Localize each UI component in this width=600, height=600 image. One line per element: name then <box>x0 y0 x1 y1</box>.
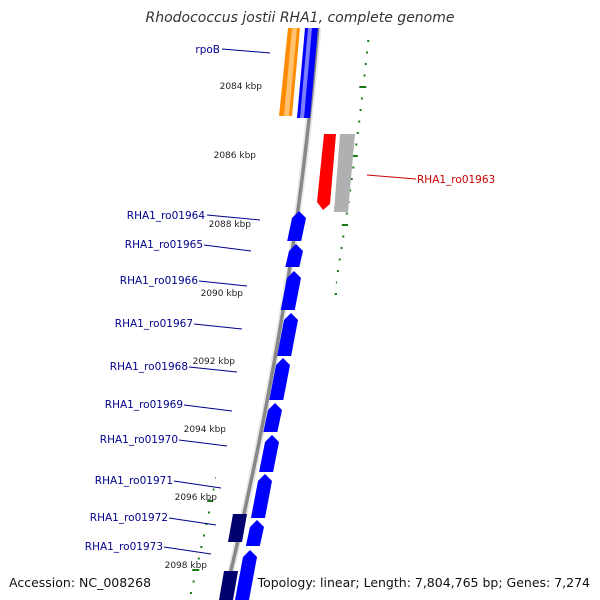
gene-label-RHA1_ro01971: RHA1_ro01971 <box>95 475 173 487</box>
kbp-label: 2084 kbp <box>220 82 263 92</box>
scale-tick-mark <box>359 86 367 88</box>
scale-tick-mark <box>349 189 352 192</box>
gene-label-RHA1_ro01965: RHA1_ro01965 <box>125 239 203 251</box>
kbp-label: 2086 kbp <box>214 151 257 161</box>
scale-tick-mark <box>363 74 366 77</box>
scale-tick-mark <box>207 500 215 502</box>
gene-label-leader <box>221 48 271 54</box>
gene-label-RHA1_ro01964: RHA1_ro01964 <box>127 210 206 222</box>
gene-label-RHA1_ro01972: RHA1_ro01972 <box>90 512 168 524</box>
gene-label-leader <box>198 280 248 287</box>
gene-label-RHA1_ro01969: RHA1_ro01969 <box>105 399 183 411</box>
gene-block-dark <box>219 571 238 600</box>
gene-features-layer <box>219 28 355 600</box>
scale-tick-mark <box>350 178 353 180</box>
gene-label-RHA1_ro01970: RHA1_ro01970 <box>100 434 178 446</box>
kbp-label: 2098 kbp <box>165 561 208 571</box>
scale-tick-mark <box>367 40 370 42</box>
scale-tick-mark <box>189 592 192 594</box>
scale-tick-mark <box>364 63 367 65</box>
gene-label-RHA1_ro01963: RHA1_ro01963 <box>417 174 495 186</box>
gene-label-leader <box>183 404 233 412</box>
kbp-label: 2096 kbp <box>175 493 218 503</box>
gene-label-RHA1_ro01968: RHA1_ro01968 <box>110 361 188 373</box>
gene-label-leader <box>203 244 252 252</box>
gene-label-RHA1_ro01973: RHA1_ro01973 <box>85 541 163 553</box>
gene-label-leader <box>173 480 222 489</box>
scale-tick-mark <box>342 235 345 238</box>
gene-arrow-RHA1_ro01965 <box>285 244 303 267</box>
gene-label-leader <box>366 174 417 180</box>
gene-label-RHA1_ro01967: RHA1_ro01967 <box>115 318 193 330</box>
gene-arrow-RHA1_ro01972 <box>245 520 264 546</box>
gene-label-leader <box>206 214 261 221</box>
scale-tick-mark <box>350 155 358 157</box>
scale-tick-mark <box>197 557 200 560</box>
scale-tick-mark <box>202 534 205 537</box>
scale-tick-mark <box>335 281 337 284</box>
scale-tick-mark <box>336 270 339 272</box>
gene-label-leader <box>178 439 228 447</box>
gene-label-rpoB: rpoB <box>195 44 220 56</box>
gene-arrow-RHA1_ro01970 <box>259 435 279 472</box>
kbp-label: 2094 kbp <box>184 425 227 435</box>
gene-arrow-highlight <box>300 28 312 118</box>
kbp-label: 2088 kbp <box>209 220 252 230</box>
gene-arrow-RHA1_ro01963 <box>317 134 336 210</box>
scale-tick-mark <box>341 224 349 226</box>
scale-tick-mark <box>366 51 368 54</box>
scale-tick-mark <box>358 120 361 123</box>
scale-tick-mark <box>207 511 210 514</box>
gene-label-leader <box>193 323 243 330</box>
gene-labels-layer: rpoB RHA1_ro01963 RHA1_ro01964 RHA1_ro01965… <box>85 44 495 555</box>
gene-label-leader <box>168 517 217 526</box>
scale-tick-mark <box>360 97 363 100</box>
gene-arrow-RHA1_ro01967 <box>277 313 298 356</box>
scale-tick-mark <box>352 166 355 169</box>
scale-tick-mark <box>212 488 215 491</box>
backbone-line <box>223 27 320 597</box>
scale-tick-mark <box>340 247 343 249</box>
gene-label-leader <box>188 366 238 373</box>
scale-tick-mark <box>192 569 200 571</box>
genome-summary-text: Topology: linear; Length: 7,804,765 bp; … <box>257 575 590 590</box>
gene-arrow-RHA1_ro01966 <box>280 271 301 310</box>
gene-arrow-RHA1_ro01973 <box>235 550 257 600</box>
gene-arrow-RHA1_ro01964 <box>287 211 306 241</box>
kbp-labels-layer: 2084 kbp 2086 kbp 2088 kbp 2090 kbp 2092 kbp… <box>165 82 263 571</box>
gene-arrow-RHA1_ro01971 <box>250 474 272 518</box>
gene-arrow-RHA1_ro01968 <box>269 358 290 400</box>
map-title: Rhodococcus jostii RHA1, complete genome <box>145 10 454 26</box>
kbp-label: 2090 kbp <box>201 289 244 299</box>
scale-tick-mark <box>345 212 348 215</box>
gene-arrow-RHA1_ro01969 <box>263 403 282 432</box>
scale-tick-mark <box>338 258 341 261</box>
gene-label-leader <box>163 546 212 555</box>
scale-tick-mark <box>192 580 195 583</box>
scale-tick-mark <box>355 143 358 146</box>
accession-text: Accession: NC_008268 <box>9 575 151 590</box>
scale-tick-mark <box>359 109 362 111</box>
orange-feature-highlight <box>284 28 297 116</box>
scale-tick-mark <box>200 546 203 548</box>
kbp-label: 2092 kbp <box>193 357 236 367</box>
gene-neighbor-gray <box>334 134 355 212</box>
scale-tick-mark <box>356 132 359 134</box>
gene-block-dark <box>228 514 247 542</box>
gene-label-RHA1_ro01966: RHA1_ro01966 <box>120 275 199 287</box>
